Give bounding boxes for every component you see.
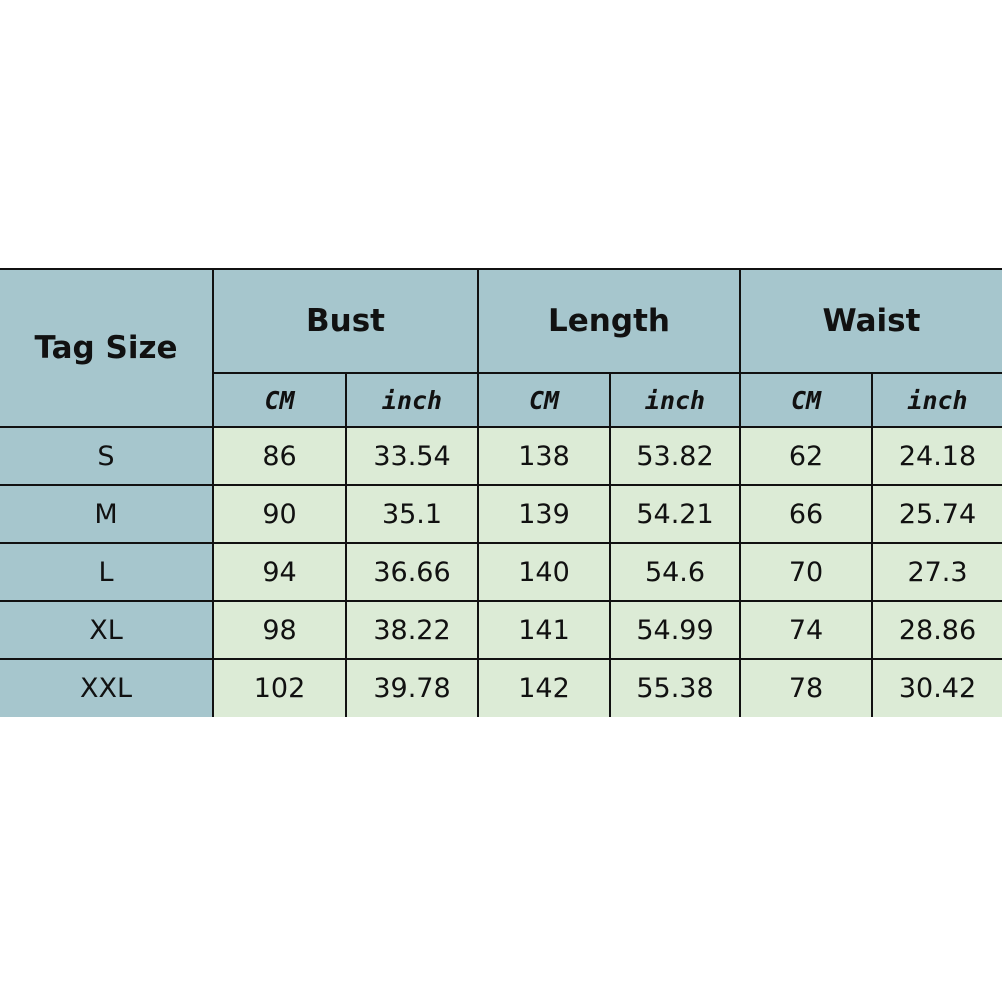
unit-header: inch [609, 372, 741, 428]
value-cell: 78 [739, 658, 873, 717]
value-cell: 25.74 [871, 484, 1002, 544]
table-row: XXL 102 39.78 142 55.38 78 30.42 [0, 658, 1002, 717]
size-cell: XL [0, 600, 214, 660]
value-cell: 66 [739, 484, 873, 544]
value-cell: 54.99 [609, 600, 741, 660]
value-cell: 90 [212, 484, 347, 544]
value-cell: 74 [739, 600, 873, 660]
value-cell: 94 [212, 542, 347, 602]
value-cell: 27.3 [871, 542, 1002, 602]
length-header: Length [477, 268, 741, 374]
value-cell: 30.42 [871, 658, 1002, 717]
waist-header: Waist [739, 268, 1002, 374]
value-cell: 24.18 [871, 426, 1002, 486]
value-cell: 98 [212, 600, 347, 660]
value-cell: 39.78 [345, 658, 479, 717]
unit-row: CM inch CM inch CM inch [0, 372, 1002, 428]
value-cell: 54.6 [609, 542, 741, 602]
value-cell: 55.38 [609, 658, 741, 717]
value-cell: 102 [212, 658, 347, 717]
value-cell: 33.54 [345, 426, 479, 486]
size-cell: S [0, 426, 214, 486]
size-cell: L [0, 542, 214, 602]
value-cell: 138 [477, 426, 611, 486]
header-row: Tag Size Bust Length Waist [0, 268, 1002, 428]
value-cell: 54.21 [609, 484, 741, 544]
unit-header: inch [345, 372, 479, 428]
value-cell: 139 [477, 484, 611, 544]
tag-size-header: Tag Size [0, 268, 214, 428]
table-row: XL 98 38.22 141 54.99 74 28.86 [0, 600, 1002, 660]
table-row: M 90 35.1 139 54.21 66 25.74 [0, 484, 1002, 544]
unit-header: inch [871, 372, 1002, 428]
value-cell: 86 [212, 426, 347, 486]
value-cell: 36.66 [345, 542, 479, 602]
bust-header: Bust [212, 268, 479, 374]
value-cell: 35.1 [345, 484, 479, 544]
value-cell: 140 [477, 542, 611, 602]
unit-header: CM [213, 372, 347, 428]
table-row: S 86 33.54 138 53.82 62 24.18 [0, 426, 1002, 486]
size-chart-table: Tag Size Bust Length Waist CM inch CM in… [0, 268, 1002, 717]
value-cell: 70 [739, 542, 873, 602]
value-cell: 142 [477, 658, 611, 717]
value-cell: 53.82 [609, 426, 741, 486]
table-row: L 94 36.66 140 54.6 70 27.3 [0, 542, 1002, 602]
value-cell: 141 [477, 600, 611, 660]
value-cell: 62 [739, 426, 873, 486]
size-cell: XXL [0, 658, 214, 717]
unit-header: CM [477, 372, 611, 428]
value-cell: 28.86 [871, 600, 1002, 660]
value-cell: 38.22 [345, 600, 479, 660]
size-cell: M [0, 484, 214, 544]
unit-header: CM [739, 372, 873, 428]
